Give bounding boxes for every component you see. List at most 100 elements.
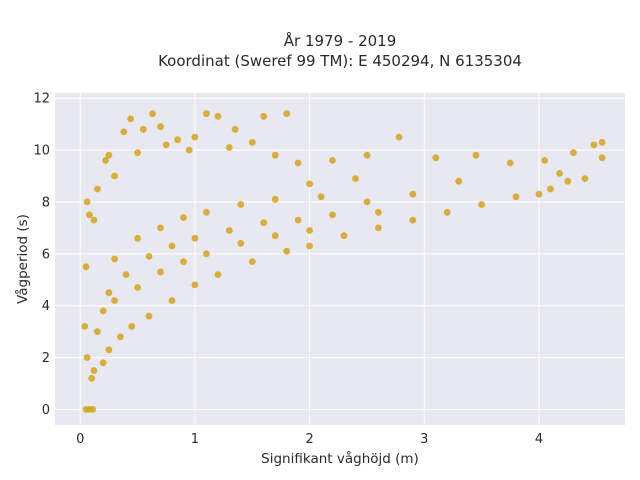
data-point [89,406,97,413]
data-point [157,268,164,276]
data-point [570,149,577,157]
y-tick-label: 4 [42,299,50,314]
data-point [180,258,187,265]
data-point [443,208,451,216]
data-point [225,144,233,151]
data-point [581,175,589,183]
data-point [512,193,520,201]
y-tick-label: 12 [33,92,50,107]
data-point [432,154,440,162]
data-point [83,354,91,361]
data-point [111,172,118,180]
data-point [191,133,199,141]
data-point [455,177,463,185]
data-point [111,297,118,304]
data-point [294,216,302,224]
data-point [82,263,90,271]
data-point [168,242,176,250]
data-point [94,328,101,335]
data-point [317,193,325,201]
data-point [168,297,176,304]
data-point [128,323,136,330]
data-point [105,151,113,159]
data-point [306,242,313,250]
data-point [88,374,96,382]
data-point [111,255,118,263]
data-point [185,146,193,154]
data-point [294,159,302,167]
y-axis-ticks: 0 2 4 6 8 10 12 [33,92,50,418]
data-point [590,141,598,149]
data-point [395,133,403,141]
data-point [180,214,187,221]
data-point [409,216,417,224]
data-point [105,346,113,354]
data-point [306,180,313,188]
data-point [81,323,89,330]
data-point [225,227,233,234]
data-point [203,208,210,216]
data-point [99,307,107,315]
data-point [105,289,113,297]
data-point [174,136,182,144]
data-point [564,177,572,185]
data-point [260,219,268,227]
data-point [86,211,93,219]
data-point [363,151,371,159]
data-point [535,190,543,198]
data-point [203,250,210,258]
chart-subtitle: Koordinat (Sweref 99 TM): E 450294, N 61… [158,52,522,70]
data-point [248,258,256,265]
x-tick-label: 4 [535,432,543,447]
data-point [90,367,98,374]
data-point [556,170,563,177]
data-point [134,234,142,242]
data-point [329,157,336,164]
y-tick-label: 0 [42,403,50,418]
y-axis-label: Vågperiod (s) [14,214,31,304]
data-point [203,110,210,118]
data-point [157,123,164,131]
data-point [122,271,130,278]
data-point [478,201,485,208]
data-point [541,157,549,164]
data-point [120,128,128,136]
data-point [472,151,480,159]
data-point [134,284,142,291]
data-point [149,110,156,118]
y-tick-label: 8 [42,195,50,210]
data-point [248,138,256,146]
data-point [214,112,222,120]
data-point [363,198,371,206]
data-point [162,141,170,149]
data-point [375,224,382,232]
data-point [283,110,291,118]
data-point [260,112,268,120]
data-point [191,234,199,242]
data-point [145,253,153,260]
data-point [157,224,164,232]
x-tick-label: 0 [76,432,84,447]
data-point [102,157,109,164]
data-point [94,185,101,193]
data-point [598,154,606,162]
y-tick-label: 6 [42,247,50,262]
data-point [117,333,124,341]
data-point [90,216,98,224]
data-point [352,175,359,183]
x-tick-label: 1 [191,432,199,447]
data-point [237,240,245,247]
data-point [271,195,279,203]
plot-area [55,93,625,425]
scatter-points [81,110,606,413]
data-point [375,208,382,216]
data-point [340,232,348,240]
x-tick-label: 3 [420,432,428,447]
data-point [139,125,147,133]
data-point [127,115,135,123]
chart-title: År 1979 - 2019 [284,31,397,50]
data-point [231,125,239,133]
x-axis-label: Signifikant våghöjd (m) [261,450,419,467]
x-axis-ticks: 0 1 2 3 4 [76,432,543,447]
